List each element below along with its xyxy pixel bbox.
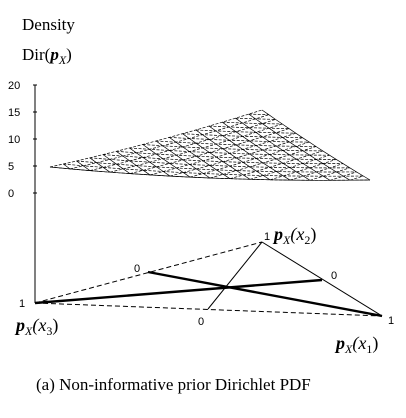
corner-label-x3: pX(x3) [14, 315, 58, 338]
z-axis-ticks: 20 15 10 5 0 [8, 80, 37, 200]
surface-mesh-line [208, 125, 291, 181]
surface-mesh-line [169, 137, 310, 143]
surface-mesh-line [155, 140, 317, 147]
corner-label-x1: pX(x1) [334, 333, 378, 356]
simplex-median-line [207, 241, 263, 310]
z-tick-label: 0 [8, 188, 14, 200]
edge-zero-label-left: 0 [134, 263, 140, 275]
surface-mesh-line [155, 140, 211, 179]
surface-mesh-line [49, 109, 263, 168]
surface-mesh-line [222, 121, 311, 181]
z-tick-label: 5 [8, 161, 14, 173]
corner-label-x2: pX(x2) [272, 224, 316, 247]
surface-mesh-line [89, 157, 111, 173]
z-tick-label: 10 [8, 134, 20, 146]
vertex-one-label-right: 1 [388, 315, 394, 327]
surface-mesh-line [261, 109, 371, 181]
z-axis-title-var: p [48, 45, 59, 64]
figure-caption: (a) Non-informative prior Dirichlet PDF [36, 375, 311, 394]
surface-mesh-line [149, 132, 296, 176]
surface-mesh-line [102, 154, 131, 174]
z-axis-title-suffix: ) [66, 45, 72, 64]
simplex-edge-back-left [34, 241, 263, 304]
surface-mesh-line [195, 129, 296, 134]
surface-mesh-line [195, 129, 271, 181]
edge-zero-label-right: 0 [331, 270, 337, 282]
z-axis-title-line1: Density [22, 15, 75, 34]
simplex-bisector-b [34, 278, 323, 305]
surface-mesh-line [222, 121, 283, 125]
surface-mesh-line [63, 163, 364, 177]
surface-mesh-line [269, 159, 337, 181]
surface-mesh-line [248, 113, 351, 181]
surface-mesh-line [69, 114, 269, 170]
z-tick-label: 15 [8, 107, 20, 119]
surface-mesh-line [229, 150, 323, 180]
density-surface [49, 109, 371, 181]
surface-mesh-line [116, 151, 151, 176]
vertex-one-label-left: 1 [19, 298, 25, 310]
simplex-bisector-a [147, 270, 383, 318]
surface-mesh-line [189, 141, 310, 178]
surface-mesh-line [116, 150, 337, 160]
surface-mesh-line [76, 160, 91, 171]
simplex-edge-front [34, 302, 383, 317]
surface-mesh-line [169, 137, 231, 179]
vertex-one-label-top: 1 [264, 231, 270, 243]
z-axis-title-line2: Dir(pX) [22, 45, 72, 67]
surface-mesh-line [248, 113, 269, 116]
surface-mesh-line [63, 163, 71, 170]
surface-mesh-line [142, 144, 191, 178]
surface-mesh-line [109, 123, 283, 173]
surface-mesh-line [235, 117, 331, 181]
simplex-base [34, 241, 383, 318]
surface-mesh-line [349, 175, 364, 181]
surface-front-edge [49, 166, 371, 181]
edge-zero-label-bottom: 0 [198, 316, 204, 328]
surface-mesh-line [182, 133, 251, 180]
z-axis-title-sub: X [58, 53, 67, 67]
simplex-edge-right [261, 241, 383, 317]
surface-mesh-line [309, 167, 350, 181]
surface-mesh-line [89, 157, 350, 169]
surface-mesh-line [129, 147, 171, 177]
surface-mesh-line [142, 144, 323, 152]
z-axis-title-prefix: Dir( [22, 45, 51, 64]
z-tick-label: 20 [8, 80, 20, 92]
